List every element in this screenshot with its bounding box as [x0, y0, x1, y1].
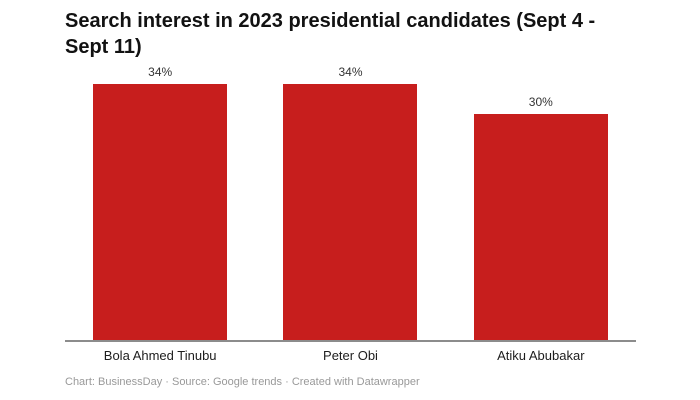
- bar-value-label: 34%: [338, 64, 363, 79]
- category-label: Bola Ahmed Tinubu: [103, 348, 217, 363]
- bar: [473, 113, 608, 340]
- bars-row: 34% 34% 30%: [65, 60, 636, 340]
- category-label: Peter Obi: [323, 348, 378, 363]
- chart-title: Search interest in 2023 presidential can…: [65, 10, 596, 58]
- bar-value-label: 34%: [148, 64, 173, 79]
- bar: [283, 83, 418, 340]
- chart-credit: Chart: BusinessDay · Source: Google tren…: [65, 376, 420, 388]
- x-axis-line: [65, 340, 636, 342]
- category-label: Atiku Abubakar: [497, 348, 585, 363]
- bar-value-label: 30%: [528, 94, 553, 109]
- bar: [93, 83, 228, 340]
- plot-area: 34% 34% 30%: [65, 60, 636, 342]
- bar-column: 30%: [446, 60, 636, 340]
- bar-column: 34%: [65, 60, 255, 340]
- bar-column: 34%: [255, 60, 445, 340]
- category-labels-row: Bola Ahmed Tinubu Peter Obi Atiku Abubakar: [65, 348, 636, 363]
